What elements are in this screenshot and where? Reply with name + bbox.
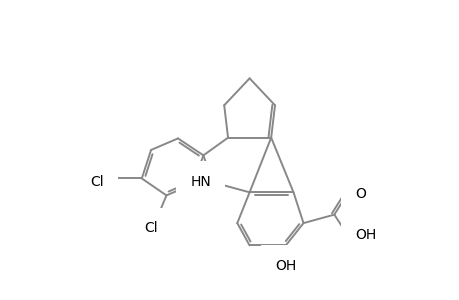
Text: OH: OH	[354, 228, 375, 242]
Text: Cl: Cl	[90, 175, 104, 189]
Text: OH: OH	[274, 259, 296, 273]
Text: Cl: Cl	[144, 221, 157, 236]
Text: O: O	[354, 187, 365, 201]
Text: HN: HN	[190, 175, 211, 189]
